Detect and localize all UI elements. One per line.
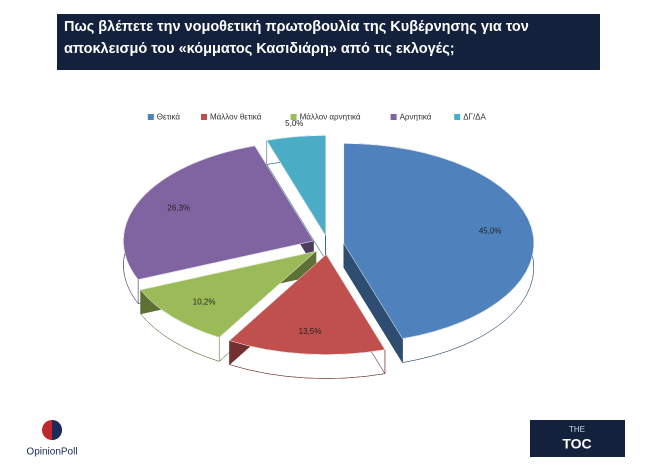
logo-half [52, 420, 62, 440]
title-box: Πως βλέπετε την νομοθετική πρωτοβουλία τ… [64, 19, 529, 57]
legend: Θετικά Μάλλον θετικά Μάλλον αρνητικά Αρνητι… [147, 113, 487, 122]
legend-swatch [201, 114, 207, 120]
legend-label: Μάλλον αρνητικά [300, 113, 361, 122]
slice [343, 143, 535, 339]
data-label: 45,0% [479, 226, 502, 235]
legend-label: ΔΓ/ΔΑ [463, 113, 486, 122]
legend-swatch [390, 114, 397, 120]
legend-label: Αρνητικά [400, 113, 432, 122]
logo-box [530, 420, 625, 457]
data-label: 26,3% [167, 204, 190, 213]
legend-swatch [454, 114, 461, 120]
slice [140, 250, 317, 338]
data-label: 10,2% [193, 298, 216, 307]
slice [229, 254, 386, 355]
data-label: 13,5% [299, 327, 322, 336]
chart-title: Πως βλέπετε την νομοθετική πρωτοβουλία τ… [64, 19, 529, 57]
logo-main: TOC [562, 436, 591, 452]
logo-small: THE [569, 425, 585, 434]
logo-left: OpinionPoll [26, 420, 78, 458]
pie-tops: 45,0% 13,5% 10,2% 26,3% 5,0% [123, 119, 535, 355]
logo-right: THE TOC [530, 420, 625, 457]
data-label: 5,0% [285, 119, 303, 128]
legend-swatch [290, 114, 297, 120]
logo-text: OpinionPoll [26, 447, 77, 458]
slice [266, 135, 326, 237]
legend-label: Μάλλον θετικά [210, 113, 262, 122]
slice [123, 145, 314, 280]
title-banner [57, 14, 600, 70]
legend-swatch [147, 114, 154, 120]
legend-label: Θετικά [157, 113, 181, 122]
